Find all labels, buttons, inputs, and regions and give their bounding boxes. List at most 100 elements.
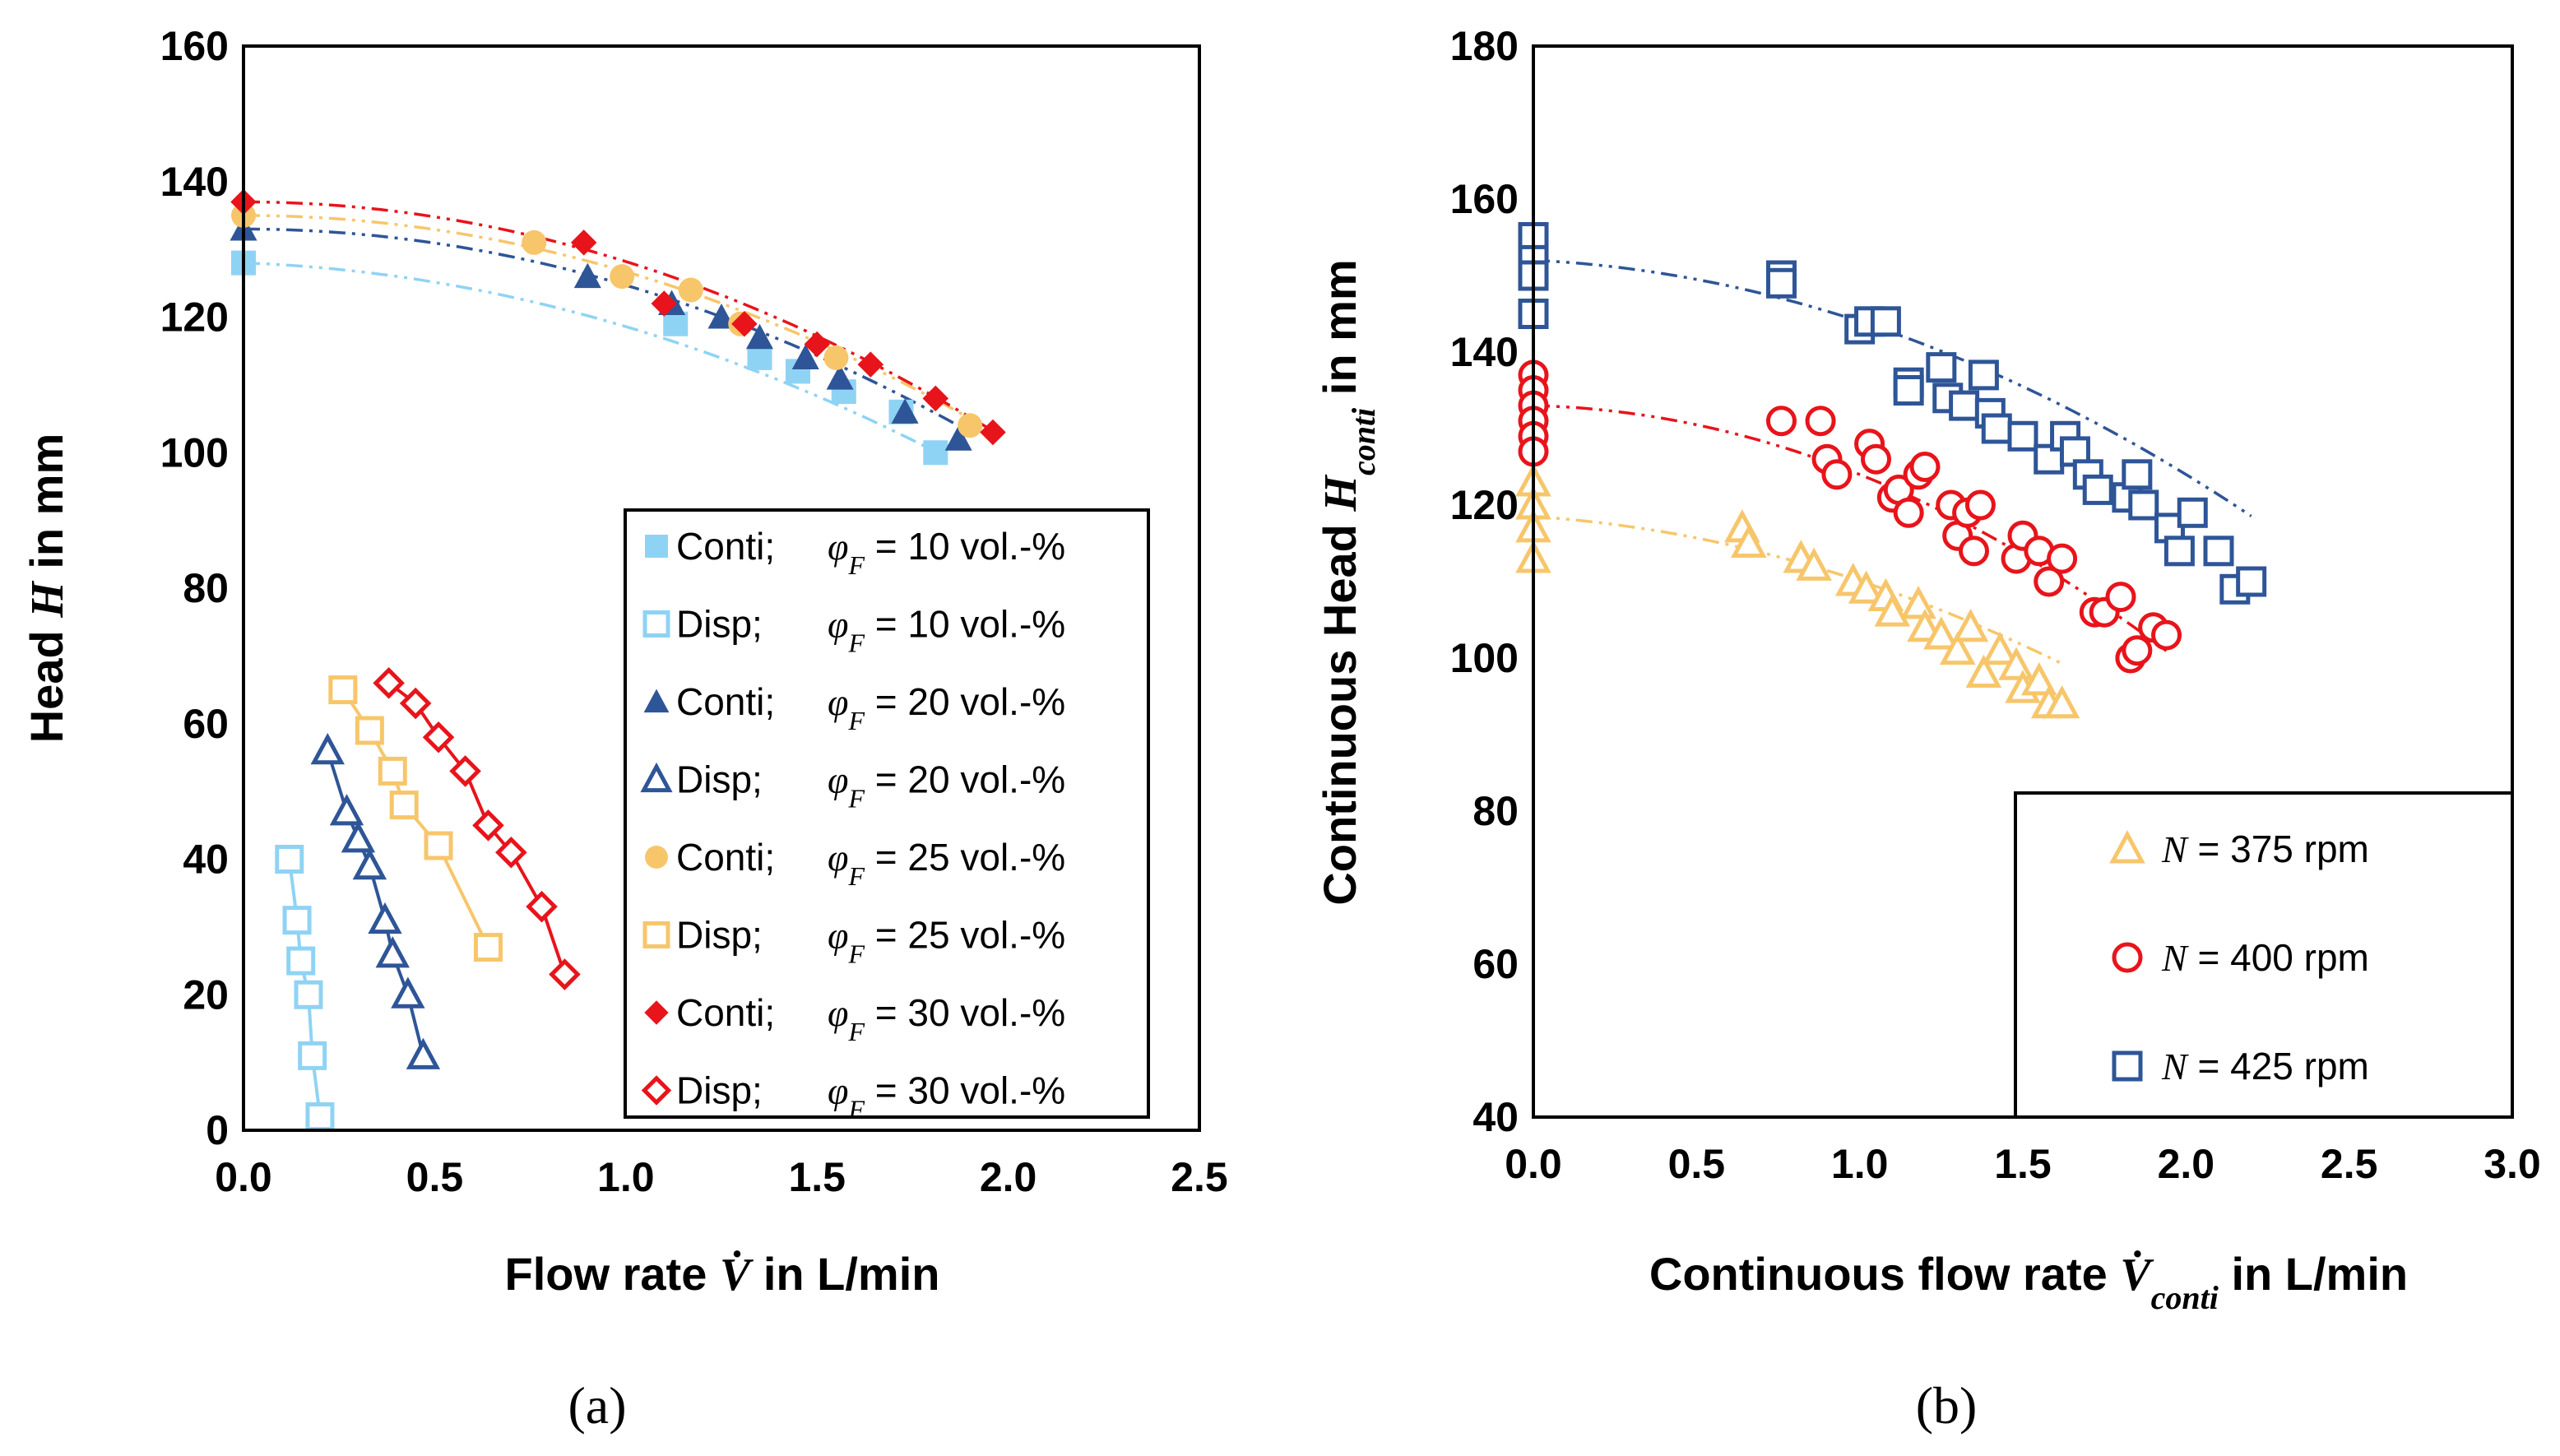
panel-a-data-point-s1 xyxy=(275,845,304,874)
legend-a-entry-4: Conti; φF = 25 vol.-% xyxy=(676,836,1065,891)
panel-b-data-point-s2 xyxy=(2122,459,2153,490)
legend-b-value: = 425 rpm xyxy=(2187,1045,2369,1087)
panel-a-data-point-s7 xyxy=(549,958,581,990)
legend-a-phi: φ xyxy=(828,837,848,879)
panel-b-data-point-s1 xyxy=(1765,406,1797,437)
panel-b-data-point-s0 xyxy=(2043,684,2080,719)
panel-b-data-point-s2 xyxy=(2082,474,2113,505)
panel-a-data-point-s2 xyxy=(944,425,972,451)
panel-b-y-tick-label: 80 xyxy=(1472,788,1519,834)
panel-a-data-point-s2 xyxy=(891,398,919,424)
legend-a-value: = 25 vol.-% xyxy=(865,836,1065,879)
panel-b-data-point-s0 xyxy=(1731,524,1767,558)
panel-b-marks xyxy=(1515,222,2267,719)
panel-b-data-point-s1 xyxy=(2034,566,2065,597)
panel-b-data-point-s1 xyxy=(2047,543,2078,574)
panel-a-data-point-s5 xyxy=(378,756,407,786)
legend-a-marker-2 xyxy=(643,689,670,713)
panel-b-data-point-s0 xyxy=(1939,631,1976,665)
panel-a-data-point-s4 xyxy=(610,264,635,290)
panel-a-data-point-s7 xyxy=(373,667,405,699)
panel-b-data-point-s2 xyxy=(2177,497,2208,528)
legend-b-entry-1: N = 400 rpm xyxy=(2161,936,2369,979)
legend-a-phi: φ xyxy=(828,915,848,957)
panel-b-data-point-s2 xyxy=(2203,536,2234,567)
legend-a-phi-sub: F xyxy=(847,628,865,658)
panel-b-data-point-s0 xyxy=(1848,570,1885,604)
panel-a-data-point-s5 xyxy=(473,933,503,962)
legend-a-value: = 25 vol.-% xyxy=(865,914,1065,957)
panel-a-data-point-s6 xyxy=(731,310,758,337)
panel-a-y-axis-title-suffix: in mm xyxy=(21,434,72,582)
panel-b-data-point-s1 xyxy=(1861,443,1891,475)
legend-a-entry-1: Disp; φF = 10 vol.-% xyxy=(676,603,1065,658)
legend-a-phi-sub: F xyxy=(847,550,865,580)
panel-b-data-point-s1 xyxy=(1909,452,1941,482)
legend-a-entry-5: Disp; φF = 25 vol.-% xyxy=(676,914,1065,969)
panel-b-y-axis-title-prefix: Continuous Head xyxy=(1314,512,1366,906)
panel-a-y-ticks: 0 20 40 60 80 100 120 140 160 xyxy=(160,23,229,1153)
panel-a-x-tick-label: 2.5 xyxy=(1171,1154,1228,1200)
panel-b-x-axis-title-suffix: in L/min xyxy=(2219,1248,2408,1300)
panel-a-data-point-s0 xyxy=(923,440,948,466)
legend-a-marker-4 xyxy=(645,846,668,869)
panel-a-data-point-s7 xyxy=(472,809,504,842)
panel-a-trend-line-2 xyxy=(243,227,960,428)
panel-a-data-point-s4 xyxy=(958,413,983,438)
legend-a-entry-2: Conti; φF = 20 vol.-% xyxy=(676,680,1065,735)
panel-a-data-point-s3 xyxy=(391,976,425,1009)
legend-a-marker-0 xyxy=(645,535,668,558)
legend-a-phi: φ xyxy=(828,1070,848,1112)
panel-a-x-axis-symbol: V̇ xyxy=(720,1250,754,1301)
panel-b-y-axis-title-suffix: in mm xyxy=(1314,259,1366,407)
panel-b-legend-box xyxy=(2014,791,2514,1119)
panel-a-y-tick-label: 20 xyxy=(183,971,229,1018)
panel-a-data-point-s3 xyxy=(375,936,410,968)
panel-b-data-point-s1 xyxy=(1964,489,1996,521)
panel-a-y-tick-label: 120 xyxy=(160,294,229,341)
panel-b-y-tick-label: 140 xyxy=(1450,329,1519,375)
panel-a: 0 20 40 60 80 100 120 140 160 0.0 0.5 1.0 1.5 2.0 2.5… xyxy=(21,23,1228,1435)
panel-b-data-point-s2 xyxy=(1981,413,2012,444)
panel-a-y-tick-label: 0 xyxy=(206,1107,229,1153)
panel-b-data-point-s2 xyxy=(1870,306,1901,337)
panel-a-data-point-s0 xyxy=(747,345,772,370)
panel-b-y-tick-label: 60 xyxy=(1472,941,1519,987)
panel-b-y-ticks: 40 60 80 100 120 140 160 180 xyxy=(1450,23,1519,1140)
panel-a-y-axis-title: Head H in mm xyxy=(21,434,73,744)
panel-b-y-axis-subscript: conti xyxy=(1345,408,1382,475)
panel-b-x-tick-label: 3.0 xyxy=(2483,1141,2541,1187)
legend-a-phi-sub: F xyxy=(847,784,865,814)
panel-a-data-point-s5 xyxy=(389,791,419,820)
panel-a-data-point-s7 xyxy=(422,721,455,754)
legend-a-phi-sub: F xyxy=(847,939,865,969)
legend-b-symbol: N xyxy=(2161,1046,2189,1087)
panel-b-x-tick-label: 0.0 xyxy=(1505,1141,1562,1187)
panel-b-data-point-s0 xyxy=(1907,608,1943,642)
panel-a-data-point-s1 xyxy=(286,946,316,976)
panel-b-data-point-s1 xyxy=(1893,497,1924,528)
panel-b-data-point-s0 xyxy=(1796,547,1832,581)
legend-a-type: Conti; xyxy=(676,836,775,879)
legend-a-entry-3: Disp; φF = 20 vol.-% xyxy=(676,758,1065,814)
panel-b-y-axis-symbol: H xyxy=(1315,475,1366,512)
legend-a-value: = 30 vol.-% xyxy=(865,991,1065,1034)
panel-a-x-axis-title: Flow rate V̇ in L/min xyxy=(505,1248,940,1301)
panel-a-marks xyxy=(230,188,1006,1132)
panel-a-label: (a) xyxy=(568,1376,626,1435)
panel-b-y-tick-label: 160 xyxy=(1450,176,1519,222)
legend-a-value: = 20 vol.-% xyxy=(865,758,1065,801)
panel-b-data-point-s1 xyxy=(1959,536,1989,567)
panel-a-y-tick-label: 140 xyxy=(160,159,229,205)
legend-a-value: = 30 vol.-% xyxy=(865,1069,1065,1112)
panel-b-data-point-s2 xyxy=(2236,566,2267,597)
panel-b-data-point-s2 xyxy=(1949,390,1980,421)
panel-a-data-point-s5 xyxy=(424,831,453,860)
legend-a-type: Disp; xyxy=(676,1069,763,1112)
panel-b-x-tick-label: 2.0 xyxy=(2158,1141,2215,1187)
panel-b-data-point-s2 xyxy=(2007,420,2038,452)
panel-a-data-point-s3 xyxy=(329,794,364,826)
legend-b-entry-2: N = 425 rpm xyxy=(2161,1045,2369,1087)
panel-a-x-axis-title-prefix: Flow rate xyxy=(505,1248,720,1300)
panel-b-data-point-s2 xyxy=(1893,375,1924,406)
